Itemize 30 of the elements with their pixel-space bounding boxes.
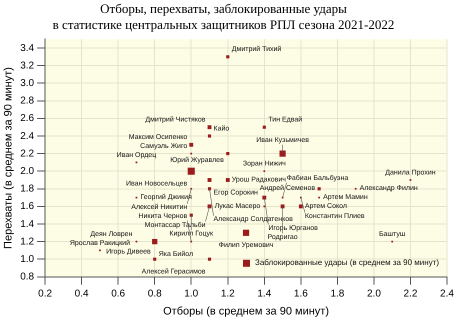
y-tick-label: 3.4: [20, 42, 35, 54]
y-tick-label: 2.4: [20, 130, 35, 142]
x-tick-label: 0.6: [111, 288, 126, 300]
x-tick-label: 0.2: [38, 288, 52, 300]
x-tick-label: 1.6: [294, 288, 308, 300]
x-tick-label: 0.4: [74, 288, 90, 300]
y-tick-label: 1.6: [20, 201, 35, 212]
legend-label: Заблокированные удары (в среднем за 90 минут): [254, 258, 440, 268]
y-tick-label: 1.2: [20, 236, 35, 248]
x-tick-label: 2.4: [440, 288, 454, 300]
x-tick-label: 1.0: [184, 288, 199, 300]
y-tick-label: 2.0: [20, 166, 35, 177]
x-tick-label: 2.0: [366, 288, 382, 300]
y-tick-label: 3.0: [20, 78, 35, 89]
x-axis-title: Отборы (в среднем за 90 минут): [163, 305, 329, 318]
y-axis-title: Перехваты (в среднем за 90 минут): [2, 67, 15, 249]
x-tick-label: 1.4: [257, 288, 272, 300]
y-tick-label: 2.6: [20, 113, 35, 124]
y-tick-label: 1.4: [20, 218, 35, 230]
x-tick-label: 0.8: [148, 288, 162, 300]
y-tick-label: 3.2: [20, 60, 35, 72]
y-tick-label: 0.8: [20, 272, 35, 283]
y-tick-label: 1.0: [20, 254, 35, 265]
y-tick-label: 2.8: [20, 96, 35, 107]
y-tick-label: 2.2: [20, 148, 35, 160]
x-tick-label: 2.2: [404, 288, 418, 300]
chart-title: Отборы, перехваты, заблокированные удары в статистике центральных защитников РПЛ сезона 2021-2022: [52, 1, 394, 32]
x-tick-label: 1.8: [330, 288, 345, 300]
x-tick-label: 1.2: [220, 288, 236, 300]
y-tick-label: 1.8: [20, 184, 35, 195]
